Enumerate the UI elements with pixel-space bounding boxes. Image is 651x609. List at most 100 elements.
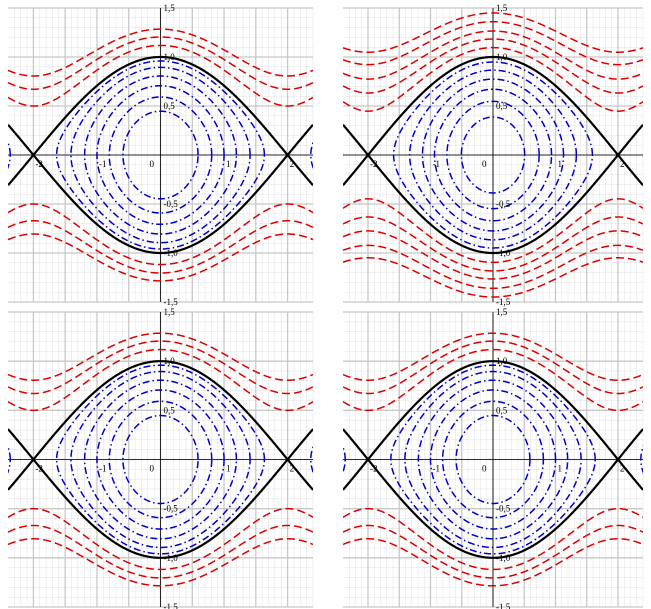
curves xyxy=(343,12,643,298)
panel-bottom-right: -2 -1 1 2 -1,5 -1,0 -0,5 0,5 1,0 1,5 0 xyxy=(168,307,644,609)
y-tick-label: 1,0 xyxy=(496,52,508,62)
x-tick-label: -2 xyxy=(35,159,43,169)
libration-curve xyxy=(390,364,596,555)
origin-label: 0 xyxy=(482,464,487,474)
rotation-curve xyxy=(8,340,313,395)
y-tick-label: -0,5 xyxy=(164,504,179,514)
y-tick-label: -1,0 xyxy=(496,248,511,258)
rotation-curve xyxy=(343,230,643,280)
libration-curve xyxy=(408,69,578,241)
y-tick-label: 1,5 xyxy=(164,307,176,317)
x-tick-label: -2 xyxy=(370,464,378,474)
y-tick-label: 0,5 xyxy=(164,405,176,415)
y-tick-label: -1,0 xyxy=(496,553,511,563)
libration-curve xyxy=(404,370,582,549)
libration-curve xyxy=(168,380,317,539)
y-tick-label: -1,5 xyxy=(496,602,511,609)
y-tick-label: -1,5 xyxy=(164,602,179,609)
panel-bottom-left: -2 -1 1 2 -1,5 -1,0 -0,5 0,5 1,0 1,5 0 xyxy=(8,307,314,609)
rotation-curve xyxy=(343,257,643,298)
curves xyxy=(168,332,643,587)
rotation-curve xyxy=(8,203,313,266)
libration-curve xyxy=(55,364,266,555)
y-tick-label: -0,5 xyxy=(164,199,179,209)
libration-curve xyxy=(96,389,225,530)
libration-curve xyxy=(83,75,238,235)
libration-curve xyxy=(122,110,199,200)
rotation-curve xyxy=(343,348,643,412)
y-tick-label: -1,5 xyxy=(164,297,179,307)
libration-curve xyxy=(193,401,294,517)
y-tick-label: -1,5 xyxy=(496,297,511,307)
libration-curve xyxy=(640,445,643,474)
origin-label: 0 xyxy=(150,464,155,474)
libration-curve xyxy=(343,445,346,474)
rotation-curve xyxy=(8,524,313,579)
rotation-curve xyxy=(8,36,313,91)
libration-curve xyxy=(460,116,526,194)
y-tick-label: 0,5 xyxy=(496,405,508,415)
y-tick-label: 1,0 xyxy=(164,52,176,62)
x-tick-label: 1 xyxy=(558,159,563,169)
panel-top-left: -2 -1 1 2 -1,5 -1,0 -0,5 0,5 1,0 1,5 0 xyxy=(8,3,314,307)
separatrix-curve xyxy=(343,55,643,157)
rotation-curve xyxy=(343,30,643,80)
panel-top-right: -2 -1 1 2 -1,5 -1,0 -0,5 0,5 1,0 1,5 0 xyxy=(343,3,644,307)
y-tick-label: -0,5 xyxy=(496,199,511,209)
x-tick-label: 1 xyxy=(226,159,231,169)
separatrix-curve xyxy=(343,360,643,461)
separatrix-curve xyxy=(8,458,313,559)
libration-curve xyxy=(181,390,306,529)
libration-curve xyxy=(392,61,594,249)
rotation-curve xyxy=(8,332,313,381)
libration-curve xyxy=(70,66,251,244)
libration-curve xyxy=(433,88,553,222)
libration-curve xyxy=(455,414,531,505)
y-tick-label: -0,5 xyxy=(496,504,511,514)
rotation-curve xyxy=(343,244,643,290)
rotation-curve xyxy=(8,538,313,587)
libration-curve xyxy=(421,78,565,232)
y-tick-label: 0,5 xyxy=(164,101,176,111)
curves xyxy=(8,28,313,282)
rotation-curve xyxy=(343,198,643,264)
x-tick-label: -2 xyxy=(370,159,378,169)
rotation-curve xyxy=(343,20,643,66)
rotation-curve xyxy=(343,12,643,53)
x-tick-label: -1 xyxy=(433,159,441,169)
libration-curve xyxy=(96,84,225,226)
curves xyxy=(8,332,313,587)
y-tick-label: 1,5 xyxy=(164,3,176,13)
x-tick-label: -1 xyxy=(433,464,441,474)
rotation-curve xyxy=(8,507,313,571)
y-tick-label: 1,0 xyxy=(496,356,508,366)
rotation-curve xyxy=(343,216,643,272)
x-tick-label: 2 xyxy=(290,159,295,169)
separatrix-curve xyxy=(8,153,313,255)
x-tick-label: 2 xyxy=(290,464,295,474)
x-tick-label: -2 xyxy=(35,464,43,474)
y-tick-label: 1,5 xyxy=(496,3,508,13)
x-tick-label: 1 xyxy=(226,464,231,474)
x-tick-label: -1 xyxy=(99,464,107,474)
libration-curve xyxy=(429,389,557,530)
libration-curve xyxy=(122,414,199,505)
y-tick-label: 0,5 xyxy=(496,101,508,111)
y-tick-label: 1,0 xyxy=(164,356,176,366)
libration-curve xyxy=(108,96,213,214)
rotation-curve xyxy=(8,28,313,77)
separatrix-curve xyxy=(343,153,643,255)
x-tick-label: -1 xyxy=(99,159,107,169)
y-tick-label: -1,0 xyxy=(164,248,179,258)
rotation-curve xyxy=(343,46,643,112)
separatrix-curve xyxy=(8,360,313,461)
rotation-curve xyxy=(8,219,313,274)
libration-curve xyxy=(417,379,569,540)
rotation-curve xyxy=(343,524,643,579)
y-tick-label: 1,5 xyxy=(496,307,508,317)
libration-curve xyxy=(206,416,280,504)
y-tick-label: -1,0 xyxy=(164,553,179,563)
